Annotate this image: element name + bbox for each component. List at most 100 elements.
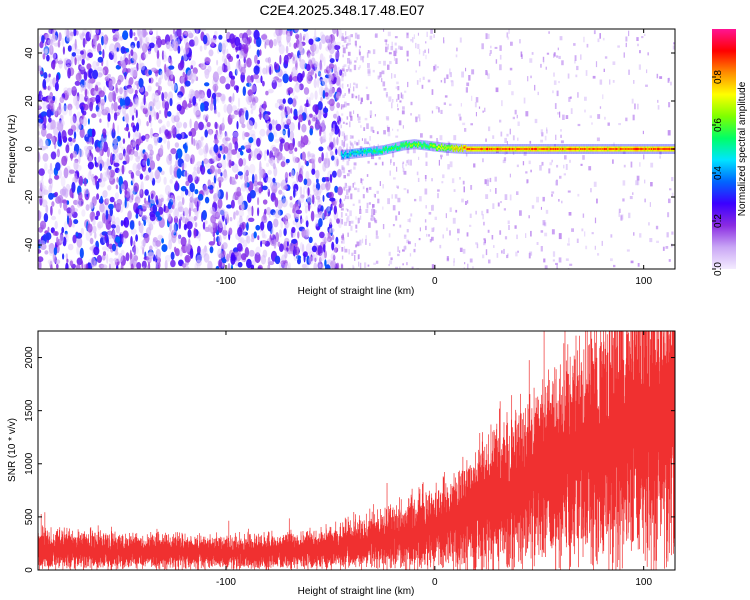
noise-cell [213, 109, 218, 115]
signal-core [386, 149, 389, 152]
noise-cell [469, 224, 472, 227]
noise-cell [332, 123, 336, 134]
signal-core [585, 148, 587, 150]
noise-cell [290, 169, 295, 179]
noise-cell [311, 154, 316, 165]
snr-series-line [38, 331, 675, 570]
noise-cell [49, 40, 55, 46]
noise-cell [295, 33, 300, 40]
noise-cell [47, 226, 50, 233]
noise-cell [113, 53, 118, 63]
noise-cell [210, 41, 215, 47]
noise-cell [319, 41, 322, 50]
noise-cell [377, 75, 380, 80]
noise-cell [473, 163, 476, 168]
noise-cell [392, 205, 396, 211]
noise-cell [405, 163, 407, 167]
noise-cell [172, 223, 177, 234]
noise-cell [54, 191, 59, 197]
noise-cell [259, 49, 262, 56]
noise-cell [126, 144, 132, 155]
noise-cell [568, 97, 571, 102]
noise-cell [345, 134, 348, 141]
signal-core [578, 148, 581, 150]
signal-core [457, 148, 460, 151]
noise-cell [76, 123, 79, 133]
noise-cell [76, 246, 80, 255]
noise-cell [271, 77, 276, 83]
noise-cell [291, 239, 298, 244]
noise-cell [290, 107, 293, 114]
noise-cell [341, 240, 343, 244]
noise-cell [546, 127, 548, 131]
signal-core [346, 154, 348, 157]
noise-cell [221, 158, 227, 170]
noise-cell [47, 259, 54, 265]
noise-cell [328, 191, 334, 199]
noise-cell [297, 121, 301, 131]
noise-cell [408, 241, 411, 245]
noise-cell [597, 114, 601, 119]
noise-cell [171, 40, 176, 49]
noise-cell [346, 189, 349, 195]
spectrogram-y-label: Frequency (Hz) [7, 115, 18, 184]
x-tick-label: 100 [635, 577, 652, 588]
noise-cell [58, 102, 61, 111]
noise-cell [336, 158, 339, 167]
noise-cell [129, 29, 133, 39]
noise-cell [194, 262, 199, 269]
noise-cell [536, 196, 539, 203]
signal-core [377, 151, 379, 154]
noise-cell [485, 70, 488, 76]
noise-cell [221, 54, 227, 63]
signal-core [424, 144, 426, 147]
noise-cell [327, 206, 331, 212]
noise-cell [101, 35, 104, 46]
noise-cell [349, 135, 352, 139]
noise-cell [155, 99, 161, 110]
noise-cell [398, 45, 401, 50]
colorbar: 0.00.20.40.60.8 Normalized spectral ampl… [712, 29, 748, 276]
noise-cell [177, 233, 181, 245]
signal-core [521, 148, 523, 150]
noise-cell [349, 42, 351, 45]
noise-cell [132, 137, 135, 148]
signal-core [604, 148, 606, 150]
noise-cell [358, 94, 360, 101]
noise-cell [177, 201, 183, 212]
noise-cell [230, 78, 235, 87]
noise-cell [357, 254, 360, 259]
noise-cell [38, 260, 42, 269]
noise-cell [132, 246, 139, 255]
noise-cell [108, 263, 111, 269]
signal-core [629, 148, 631, 150]
noise-cell [496, 253, 499, 258]
signal-core [597, 148, 599, 150]
noise-cell [135, 234, 139, 242]
noise-cell [38, 103, 41, 109]
noise-cell [543, 258, 546, 263]
noise-cell [266, 176, 273, 183]
noise-cell [156, 58, 161, 68]
noise-cell [353, 140, 357, 145]
signal-core [500, 148, 502, 150]
noise-cell [349, 140, 352, 144]
signal-core [661, 148, 663, 150]
noise-cell [159, 70, 164, 80]
noise-cell [95, 81, 101, 86]
noise-cell [283, 262, 290, 269]
noise-cell [248, 153, 252, 162]
noise-cell [348, 221, 351, 226]
noise-cell [453, 261, 455, 267]
noise-cell [537, 91, 539, 96]
signal-core [354, 150, 356, 153]
noise-cell [118, 152, 124, 161]
noise-cell [314, 29, 317, 40]
signal-core [667, 148, 669, 150]
noise-cell [212, 212, 219, 218]
noise-cell [256, 153, 262, 161]
noise-cell [322, 237, 327, 242]
signal-core [630, 148, 632, 150]
noise-cell [135, 144, 140, 151]
noise-cell [299, 242, 304, 252]
